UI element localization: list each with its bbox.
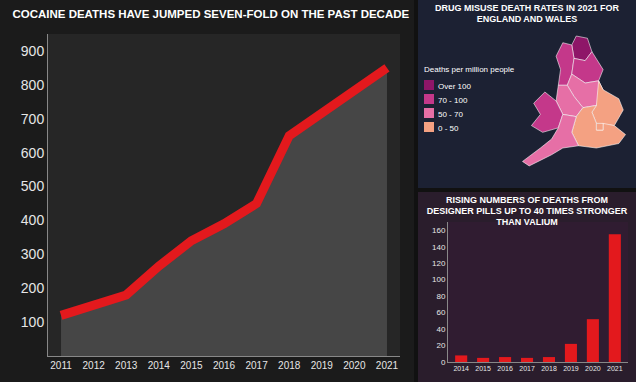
svg-text:20: 20 bbox=[436, 341, 445, 350]
svg-text:800: 800 bbox=[21, 77, 45, 93]
svg-text:Deaths per million people: Deaths per million people bbox=[424, 65, 515, 74]
svg-text:2014: 2014 bbox=[453, 365, 469, 372]
svg-text:0: 0 bbox=[441, 358, 446, 367]
svg-text:80: 80 bbox=[436, 292, 445, 301]
svg-text:120: 120 bbox=[432, 259, 446, 268]
svg-text:300: 300 bbox=[21, 246, 45, 262]
svg-text:600: 600 bbox=[21, 145, 45, 161]
svg-text:700: 700 bbox=[21, 111, 45, 127]
svg-text:400: 400 bbox=[21, 212, 45, 228]
svg-text:500: 500 bbox=[21, 178, 45, 194]
svg-text:2011: 2011 bbox=[50, 360, 72, 371]
svg-text:2016: 2016 bbox=[213, 360, 236, 371]
html-text:RISING NUMBERS OF DEATHS FROM: RISING NUMBERS OF DEATHS FROM DESIGNER P… bbox=[426, 195, 628, 227]
svg-text:2019: 2019 bbox=[563, 365, 579, 372]
svg-text:2018: 2018 bbox=[278, 360, 301, 371]
svg-text:Over 100: Over 100 bbox=[438, 82, 471, 91]
svg-text:2015: 2015 bbox=[180, 360, 203, 371]
svg-text:2017: 2017 bbox=[245, 360, 268, 371]
svg-text:0 - 50: 0 - 50 bbox=[438, 124, 459, 133]
html-text:DRUG MISUSE DEATH RATES IN 202: DRUG MISUSE DEATH RATES IN 2021 FOR ENGL… bbox=[434, 3, 620, 24]
svg-text:70 - 100: 70 - 100 bbox=[438, 96, 468, 105]
svg-text:40: 40 bbox=[436, 325, 445, 334]
svg-text:2018: 2018 bbox=[541, 365, 557, 372]
svg-text:160: 160 bbox=[432, 226, 446, 235]
svg-text:50 - 70: 50 - 70 bbox=[438, 110, 463, 119]
svg-text:100: 100 bbox=[432, 275, 446, 284]
svg-text:2020: 2020 bbox=[585, 365, 601, 372]
svg-text:COCAINE DEATHS HAVE JUMPED SEV: COCAINE DEATHS HAVE JUMPED SEVEN-FOLD ON… bbox=[12, 8, 409, 20]
svg-text:2019: 2019 bbox=[311, 360, 334, 371]
svg-text:2020: 2020 bbox=[343, 360, 366, 371]
svg-text:2016: 2016 bbox=[497, 365, 513, 372]
svg-text:2012: 2012 bbox=[83, 360, 106, 371]
svg-text:140: 140 bbox=[432, 243, 446, 252]
svg-text:2017: 2017 bbox=[519, 365, 535, 372]
svg-text:100: 100 bbox=[21, 314, 45, 330]
svg-text:200: 200 bbox=[21, 280, 45, 296]
svg-text:2021: 2021 bbox=[376, 360, 399, 371]
svg-text:900: 900 bbox=[21, 43, 45, 59]
svg-text:2015: 2015 bbox=[475, 365, 491, 372]
svg-text:2014: 2014 bbox=[148, 360, 171, 371]
svg-text:2013: 2013 bbox=[115, 360, 138, 371]
svg-text:2021: 2021 bbox=[607, 365, 623, 372]
svg-text:60: 60 bbox=[436, 308, 445, 317]
